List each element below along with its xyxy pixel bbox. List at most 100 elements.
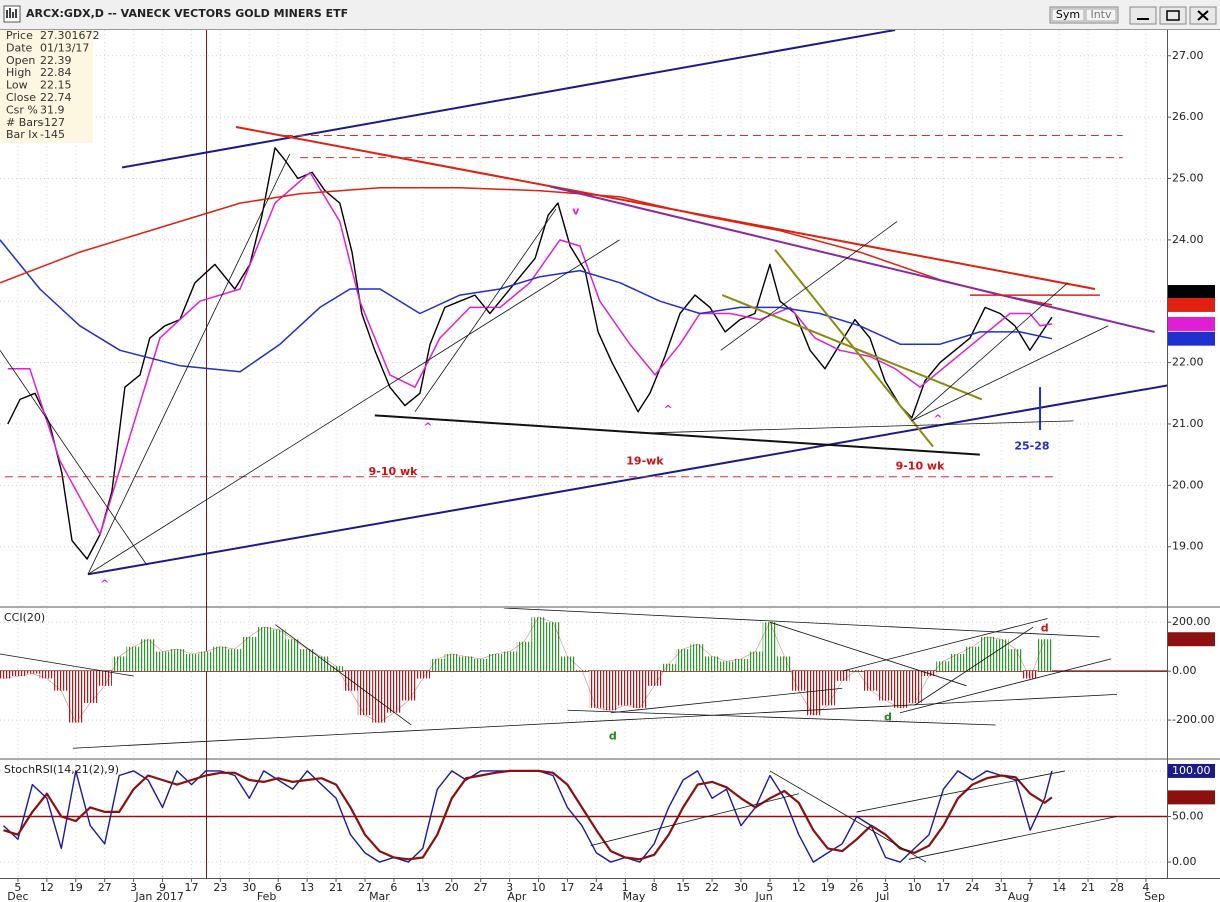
info-value: -127	[40, 116, 65, 129]
sym-button[interactable]	[1051, 8, 1085, 22]
cci-bar-negative	[863, 671, 879, 691]
annotation: 19-wk	[626, 454, 664, 467]
minimize-button[interactable]	[1129, 6, 1157, 25]
cci-bar-positive	[849, 669, 864, 672]
y-tick-label: 22.00	[1172, 356, 1204, 369]
x-tick-label: 6	[275, 881, 282, 894]
info-label: Low	[6, 79, 28, 92]
cci-bar-positive	[256, 627, 271, 672]
cci-bar-negative	[54, 671, 69, 691]
app-icon-glyph	[6, 8, 17, 18]
cci-bar-negative	[806, 671, 821, 716]
x-tick-label: 20	[445, 881, 459, 894]
x-tick-label: 9	[159, 881, 166, 894]
annotation: d	[884, 711, 892, 724]
last-value-tag	[1168, 763, 1215, 778]
cci-bar-positive	[661, 663, 676, 672]
cci-bar-positive	[690, 644, 705, 672]
y-tick-label: 26.00	[1172, 110, 1204, 123]
y-tick-label: 0.00	[1172, 664, 1197, 677]
panel: d d d	[0, 608, 1167, 758]
intv-button[interactable]	[1085, 8, 1117, 22]
annotation: d	[1041, 621, 1049, 634]
last-value-tag	[1168, 331, 1215, 346]
cci-bar-negative	[97, 671, 112, 686]
cci-bar-negative	[878, 671, 893, 701]
panel	[0, 760, 1167, 878]
plot-area: 9-10 wk 19-wk 9-10 wk 25-28 ^ ^ ^ ^ v d d d	[0, 30, 1167, 878]
last-value-tag	[1168, 632, 1215, 647]
trendline	[639, 420, 1074, 434]
cci-bar-negative	[618, 671, 633, 706]
y-tick-label: 24.00	[1172, 233, 1204, 246]
trendline	[914, 626, 1034, 706]
last-value-label: 100.00	[1172, 764, 1211, 777]
cci-bar-positive	[545, 622, 561, 672]
cci-bar-positive	[777, 656, 792, 672]
x-tick-label: 6	[390, 881, 397, 894]
cci-bar-positive	[473, 658, 488, 672]
intv-button-label: Intv	[1090, 8, 1112, 21]
cci-bar-positive	[516, 641, 532, 672]
x-month-label: Sep	[1144, 890, 1165, 902]
x-tick-label: 31	[994, 881, 1008, 894]
y-tick-label: 21.00	[1172, 417, 1204, 430]
trendline	[503, 608, 1100, 638]
x-month-label: Jun	[755, 890, 773, 902]
cci-bar-positive	[748, 651, 763, 672]
cci-bar-positive	[762, 622, 778, 672]
cci-bar-negative	[25, 671, 40, 674]
trendline	[374, 414, 980, 456]
cci-bar-negative	[357, 671, 373, 716]
trendline	[567, 709, 996, 726]
cci-bar-negative	[603, 671, 619, 711]
x-tick-label: 27	[474, 881, 488, 894]
annotation: 9-10 wk	[369, 465, 419, 478]
cci-bar-positive	[1037, 639, 1052, 672]
last-value-tag	[1168, 316, 1215, 331]
x-tick-label: 24	[589, 881, 603, 894]
annotation: ^	[933, 413, 942, 426]
cci-bar-negative	[820, 671, 835, 706]
x-month-label: May	[623, 890, 646, 902]
last-value-tag	[1168, 297, 1215, 312]
x-tick-label: 12	[40, 881, 54, 894]
y-tick-label: 27.00	[1172, 49, 1204, 62]
trendline	[87, 153, 291, 575]
info-label: Price	[6, 29, 33, 42]
x-tick-label: 17	[936, 881, 950, 894]
x-month-label: Aug	[1008, 890, 1029, 902]
cci-bar-negative	[68, 671, 84, 723]
x-tick-label: 14	[1052, 881, 1066, 894]
cci-bar-positive	[1008, 649, 1023, 672]
x-tick-label: 22	[705, 881, 719, 894]
info-label: High	[6, 66, 31, 79]
x-month-label: Jul	[875, 890, 889, 902]
x-tick-label: 10	[908, 881, 922, 894]
x-month-label: Mar	[369, 890, 390, 902]
cci-bar-negative	[1022, 671, 1038, 679]
maximize-button[interactable]	[1159, 6, 1187, 25]
info-label: Open	[6, 54, 35, 67]
trendline	[235, 125, 1096, 290]
cci-bar-positive	[111, 656, 127, 672]
cci-bar-positive	[213, 646, 228, 672]
trendline	[549, 185, 1155, 333]
info-value: 22.15	[40, 79, 72, 92]
cci-bar-positive	[140, 639, 156, 672]
cci-bar-positive	[299, 649, 315, 672]
cci-bar-positive	[560, 656, 575, 672]
cci-bar-negative	[632, 671, 647, 708]
trendline	[87, 384, 1167, 576]
info-value: 22.39	[40, 54, 72, 67]
trendline	[72, 693, 1117, 749]
trendline	[87, 239, 620, 575]
info-value: 22.84	[40, 66, 72, 79]
x-tick-label: 13	[416, 881, 430, 894]
x-tick-label: 30	[242, 881, 256, 894]
x-tick-label: 15	[676, 881, 690, 894]
info-label: Bar Ix	[6, 128, 39, 141]
trendline	[121, 30, 896, 169]
annotation: v	[572, 205, 580, 218]
